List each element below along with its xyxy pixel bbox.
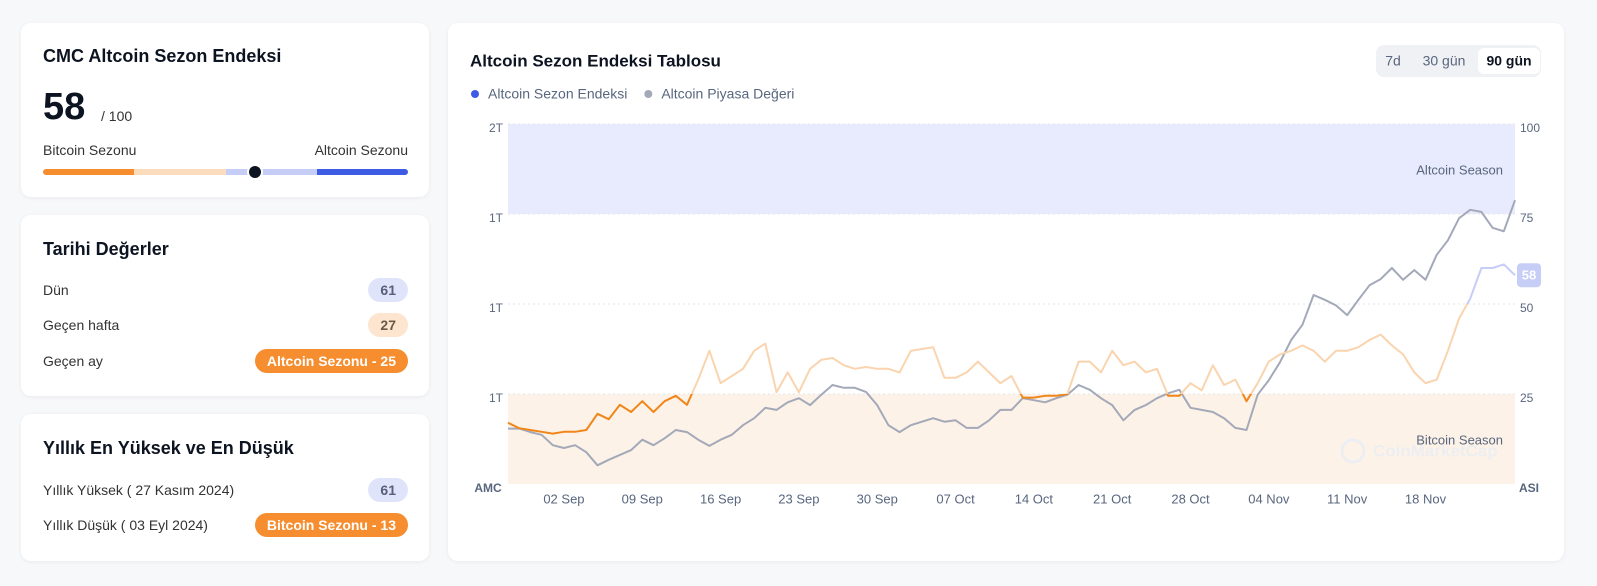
x-tick-label: 23 Sep [778,491,819,506]
row-label: Geçen ay [43,353,103,369]
gauge-left-label: Bitcoin Sezonu [43,142,137,158]
summary-card: CMC Altcoin Sezon Endeksi 58 / 100 Bitco… [21,23,429,197]
y-tick-label: 2T [489,121,504,135]
row-badge: 27 [368,313,408,337]
x-tick-label: 11 Nov [1327,491,1368,506]
last-value-label: 58 [1522,268,1536,283]
row-badge: 61 [368,278,408,302]
row-label: Yıllık Düşük ( 03 Eyl 2024) [43,517,208,533]
x-start-label: AMC [474,481,502,495]
x-tick-label: 04 Nov [1248,491,1290,506]
gauge-segment [316,169,408,175]
tab[interactable]: 30 gün [1423,53,1466,69]
y-tick-label: 1T [489,301,504,315]
y2-tick-label: 75 [1520,211,1534,225]
y-tick-label: 1T [489,391,504,405]
x-tick-label: 09 Sep [622,491,663,506]
chart-title: Altcoin Sezon Endeksi Tablosu [470,51,721,70]
gauge-right-label: Altcoin Sezonu [314,142,408,158]
x-tick-label: 14 Oct [1015,491,1054,506]
legend-label: Altcoin Sezon Endeksi [488,86,627,102]
series-line [507,263,1516,435]
chart-card: Altcoin Sezon Endeksi Tablosu 7d 30 gün 90… [448,23,1564,561]
season-band [508,124,1515,214]
legend-label: Altcoin Piyasa Değeri [661,86,794,102]
chart: Altcoin Sezon Endeksi Tablosu 7d 30 gün 90… [470,45,1541,506]
watermark-icon [1340,438,1366,464]
y2-tick-label: 100 [1520,121,1540,135]
row-label: Geçen hafta [43,317,120,333]
row-label: Yıllık Yüksek ( 27 Kasım 2024) [43,482,235,498]
band-label: Bitcoin Season [1416,432,1503,447]
row-label: Dün [43,282,69,298]
row-badge: 61 [368,478,408,502]
gauge-segment [134,169,226,175]
tab-active [1478,48,1540,74]
series-line [508,199,1516,467]
x-tick-label: 21 Oct [1093,491,1132,506]
tab[interactable]: 90 gün [1486,53,1531,69]
index-value: 58 [43,86,86,128]
x-end-label: ASI [1519,481,1539,495]
watermark: CoinMarketCap [1373,441,1498,460]
row-badge: Altcoin Sezonu - 25 [254,349,408,373]
y2-tick-label: 50 [1520,301,1534,315]
gauge-marker [246,164,263,180]
x-tick-label: 28 Oct [1171,491,1210,506]
y-tick-label: 1T [489,211,504,225]
x-tick-label: 18 Nov [1405,491,1447,506]
band-label: Altcoin Season [1416,162,1503,177]
x-tick-label: 02 Sep [543,491,584,506]
gauge-segment [43,169,135,175]
legend-dot [644,90,653,98]
x-tick-label: 07 Oct [936,491,975,506]
yearly-card: Yıllık En Yüksek ve En Düşük Yıllık Yüks… [21,414,429,561]
card-title: CMC Altcoin Sezon Endeksi [43,46,282,66]
row-badge: Bitcoin Sezonu - 13 [254,513,408,537]
tab[interactable]: 7d [1385,53,1401,69]
y2-tick-label: 25 [1520,391,1534,405]
legend-dot [471,90,479,98]
last-value-badge [1517,263,1541,288]
x-tick-label: 16 Sep [700,491,741,506]
gauge-segment [225,169,317,175]
x-tick-label: 30 Sep [857,491,898,506]
history-card: Tarihi Değerler Dün 61 Geçen hafta 27 Geçen … [21,215,429,396]
card-title: Yıllık En Yüksek ve En Düşük [43,438,294,458]
card-title: Tarihi Değerler [43,239,169,259]
index-scale: / 100 [101,108,133,124]
